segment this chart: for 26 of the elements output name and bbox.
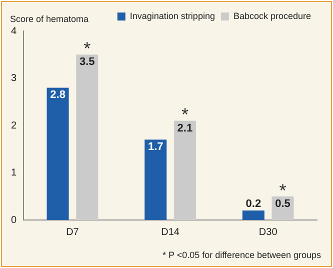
data-label: 1.7 <box>148 141 164 154</box>
bar <box>46 88 69 220</box>
x-tick-label: D14 <box>161 226 180 238</box>
y-axis-title: Score of hematoma <box>10 14 89 24</box>
y-tick-label: 0 <box>11 214 17 226</box>
data-label: 2.1 <box>177 122 193 134</box>
bar <box>242 210 264 220</box>
x-tick-label: D30 <box>258 226 278 238</box>
y-tick-label: 3 <box>11 73 17 84</box>
annotation: * <box>279 180 286 200</box>
y-tick-label: 4 <box>11 26 17 37</box>
data-label: 2.8 <box>50 89 66 102</box>
bar <box>144 140 167 220</box>
data-label: 0.2 <box>246 198 262 210</box>
data-label: 3.5 <box>79 56 95 68</box>
legend-label: Invagination stripping <box>130 10 215 21</box>
y-tick-label: 2 <box>11 120 17 132</box>
y-tick-label: 1 <box>11 168 17 178</box>
bar <box>76 54 98 220</box>
bar <box>174 120 196 220</box>
x-tick-label: D7 <box>66 226 80 238</box>
annotation: * <box>181 104 188 125</box>
legend-label: Babcock procedure <box>233 10 311 21</box>
text: * P <0.05 for difference between groups <box>162 250 321 260</box>
annotation: * <box>84 38 91 59</box>
data-label: 0.5 <box>275 198 290 210</box>
